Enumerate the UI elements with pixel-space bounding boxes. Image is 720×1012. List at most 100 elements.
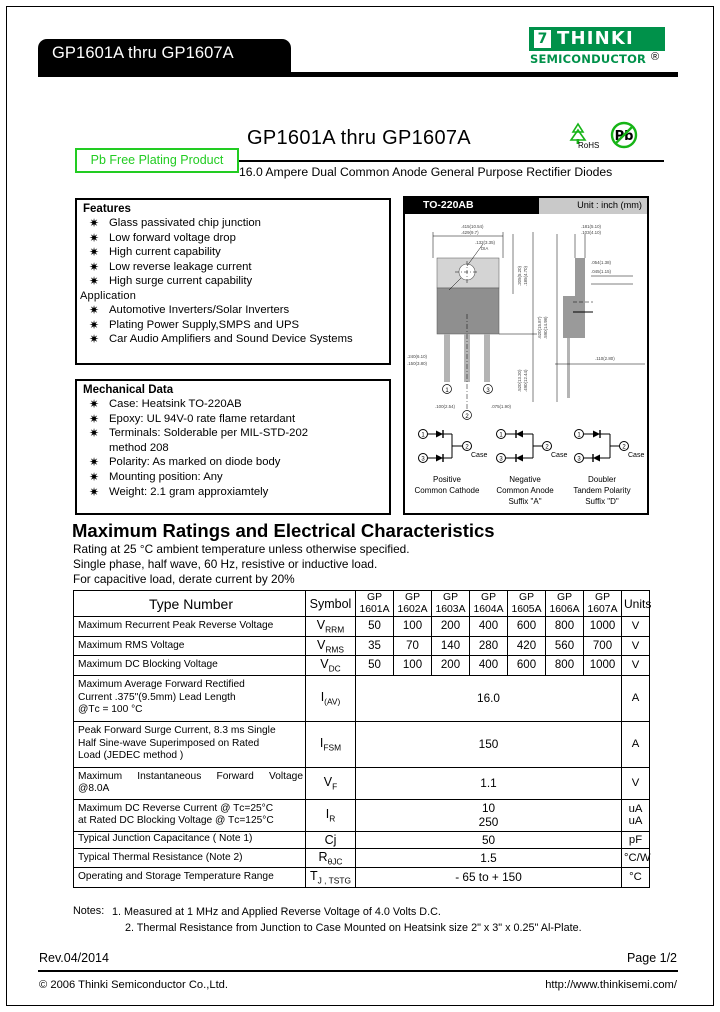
- column-header-part: GP 1601A: [355, 589, 394, 618]
- list-item: ✷ Glass passivated chip junction: [77, 216, 389, 231]
- row-value: 700: [583, 635, 622, 657]
- dimension-label: .100(2.54): [435, 404, 456, 409]
- bullet-asterisk-icon: ✷: [89, 426, 100, 441]
- desc-line: at Rated DC Blocking Voltage @ Tᴄ=125°C: [78, 815, 274, 827]
- row-value-span: 10 250: [355, 798, 622, 832]
- dimension-label: .620(15.87): [537, 316, 542, 339]
- logo-green-bar: [529, 27, 665, 51]
- dimension-label: .520(13.20): [517, 369, 522, 392]
- row-value: 560: [545, 635, 584, 657]
- row-value: 100: [393, 655, 432, 676]
- row-value: 200: [431, 616, 470, 637]
- part-prefix: GP: [366, 592, 382, 603]
- ratings-table: Type Number Symbol GP 1601A GP 1602A GP …: [73, 589, 651, 888]
- table-row: Maximum Recurrent Peak Reverse Voltage V…: [73, 616, 650, 637]
- part-prefix: GP: [594, 592, 610, 603]
- column-header-part: GP 1607A: [583, 589, 622, 618]
- table-row: Maximum Instantaneous Forward Voltage @8…: [73, 766, 650, 800]
- dimension-label: DIA: [481, 246, 489, 251]
- symbol-main: T: [310, 869, 318, 884]
- svg-text:Positive: Positive: [433, 475, 462, 484]
- svg-text:Case: Case: [551, 452, 567, 459]
- row-unit: V: [621, 635, 650, 657]
- bullet-asterisk-icon: ✷: [89, 302, 100, 317]
- dimension-label: .181(5.10): [581, 224, 602, 229]
- dimension-label: .075(1.90): [491, 404, 512, 409]
- circuit-configurations: 1 3 2 Case 1 3: [405, 420, 647, 515]
- row-value: 35: [355, 635, 394, 657]
- bullet-asterisk-icon: ✷: [89, 332, 100, 347]
- unit-line: uA: [628, 815, 643, 828]
- row-value: 70: [393, 635, 432, 657]
- row-value: 400: [469, 616, 508, 637]
- part-prefix: GP: [556, 592, 572, 603]
- svg-text:2: 2: [465, 445, 469, 451]
- unit-line: uA: [628, 803, 643, 816]
- row-value: 50: [355, 655, 394, 676]
- symbol-sub: θJC: [327, 856, 343, 867]
- svg-text:2: 2: [465, 414, 469, 420]
- application-text: Automotive Inverters/Solar Inverters: [109, 303, 290, 316]
- symbol-sub: J , T: [317, 875, 334, 886]
- row-value-span: 50: [355, 830, 622, 849]
- dimension-label: .240(6.10): [407, 354, 428, 359]
- svg-text:Doubler: Doubler: [588, 475, 616, 484]
- row-unit: V: [621, 655, 650, 676]
- feature-text: High surge current capability: [109, 275, 253, 288]
- package-unit-note: Unit : inch (mm): [577, 200, 642, 210]
- dimension-label: .132(3.35): [475, 240, 496, 245]
- dimension-label: .429(9.7): [461, 230, 479, 235]
- row-value-span: 1.1: [355, 766, 622, 800]
- application-text: Car Audio Amplifiers and Sound Device Sy…: [109, 333, 353, 346]
- desc-line: Current .375"(9.5mm) Lead Length: [78, 691, 236, 703]
- footer-copyright: © 2006 Thinki Semiconductor Co.,Ltd.: [39, 979, 229, 991]
- footer-website-link[interactable]: http://www.thinkisemi.com/: [545, 979, 677, 991]
- column-header-part: GP 1602A: [393, 589, 432, 618]
- dimension-label: .205(5.20): [517, 265, 522, 286]
- features-box: Features ✷ Glass passivated chip junction…: [75, 198, 391, 365]
- symbol-sub: RRM: [325, 624, 345, 635]
- page-header: GP1601A thru GP1607A 7 THINKI SEMICONDUC…: [7, 7, 715, 93]
- row-value-span: 150: [355, 720, 622, 768]
- logo-mark-icon: 7: [534, 30, 551, 48]
- bullet-asterisk-icon: ✷: [89, 245, 100, 260]
- symbol-sub2: STG: [333, 875, 351, 886]
- page-subtitle: 16.0 Ampere Dual Common Anode General Pu…: [239, 165, 613, 179]
- application-text: Plating Power Supply,SMPS and UPS: [109, 318, 300, 331]
- dimension-label: .103(4.10): [581, 230, 602, 235]
- bullet-asterisk-icon: ✷: [89, 230, 100, 245]
- part-suffix: 1607A: [587, 603, 618, 615]
- list-item: ✷ Mounting position: Any: [77, 470, 389, 485]
- row-value: 420: [507, 635, 546, 657]
- mechanical-text: Polarity: As marked on diode body: [109, 456, 281, 469]
- row-description: Maximum Average Forward Rectified Curren…: [73, 674, 306, 722]
- mechanical-heading: Mechanical Data: [83, 384, 174, 396]
- part-suffix: 1603A: [435, 603, 466, 615]
- row-unit: uA uA: [621, 798, 650, 832]
- svg-text:2: 2: [545, 445, 549, 451]
- row-description: Typical Thermal Resistance (Note 2): [73, 847, 306, 869]
- list-item: ✷ Epoxy: UL 94V-0 rate flame retardant: [77, 412, 389, 427]
- row-value-span: 16.0: [355, 674, 622, 722]
- row-description: Maximum DC Reverse Current @ Tᴄ=25°C at …: [73, 798, 306, 832]
- company-logo: 7 THINKI SEMICONDUCTOR ®: [529, 27, 677, 75]
- row-description: Maximum DC Blocking Voltage: [73, 655, 306, 676]
- table-row: Operating and Storage Temperature Range …: [73, 867, 650, 888]
- list-item: ✷ High current capability: [77, 245, 389, 260]
- desc-line: @8.0A: [78, 783, 110, 795]
- svg-text:1: 1: [577, 433, 581, 439]
- column-header-units: Units: [621, 589, 651, 618]
- row-symbol: I(AV): [305, 674, 356, 722]
- table-row: Typical Thermal Resistance (Note 2) RθJC…: [73, 847, 650, 869]
- desc-line: Half Sine-wave Superimposed on Rated: [78, 737, 260, 749]
- list-item: ✷ High surge current capability: [77, 274, 389, 289]
- part-suffix: 1605A: [511, 603, 542, 615]
- symbol-main: I: [325, 806, 330, 821]
- package-outline-drawing: 1 3 2: [405, 214, 647, 424]
- part-prefix: GP: [404, 592, 420, 603]
- ratings-condition-line: Single phase, half wave, 60 Hz, resistiv…: [73, 557, 378, 571]
- feature-text: High current capability: [109, 246, 221, 259]
- list-item: ✷ Polarity: As marked on diode body: [77, 455, 389, 470]
- notes-label: Notes:: [73, 905, 105, 917]
- row-value: 140: [431, 635, 470, 657]
